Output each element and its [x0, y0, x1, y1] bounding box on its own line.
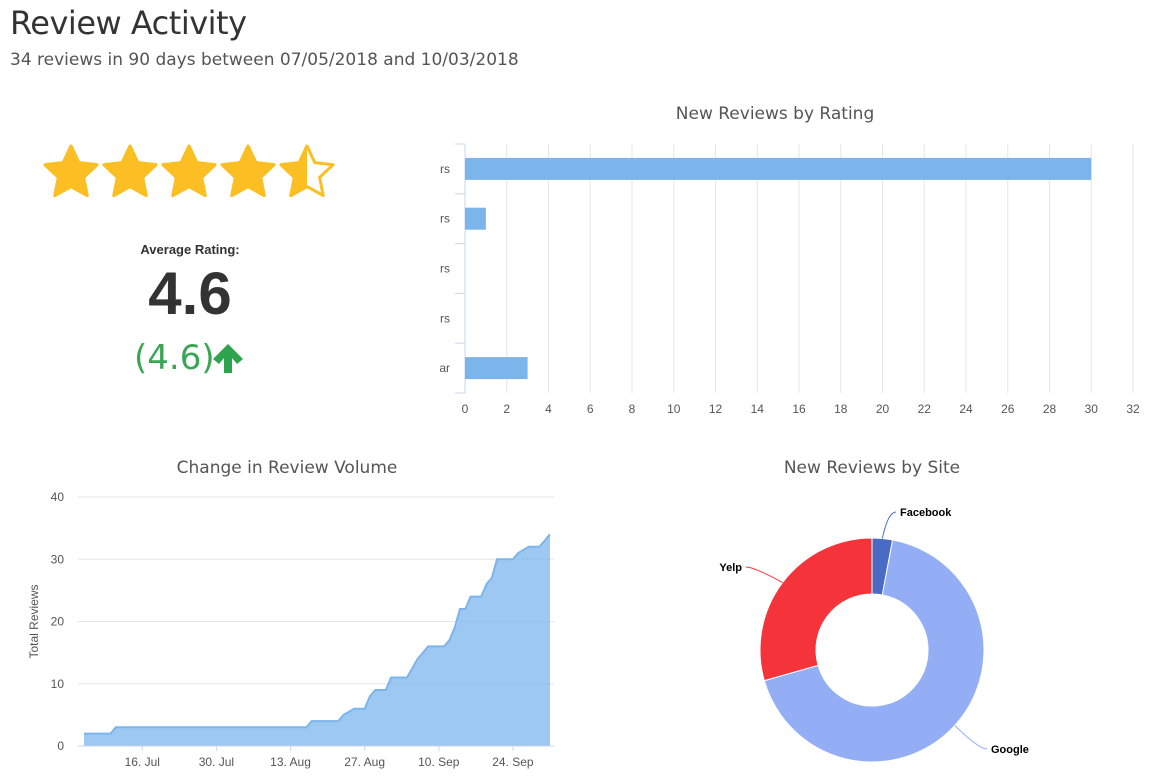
- x-tick-label: 30. Jul: [199, 755, 234, 769]
- reviews-by-site-chart: Facebook Google Yelp: [719, 507, 1029, 763]
- x-tick-label: 22: [918, 402, 932, 416]
- review-volume-chart: 0 10 20 30 40 Total Reviews 16. Jul 30. Jul 13. …: [27, 490, 554, 769]
- arrow-up-icon: [213, 344, 243, 373]
- x-tick-label: 16. Jul: [125, 755, 160, 769]
- average-rating-label: Average Rating:: [140, 242, 240, 257]
- x-tick-label: 12: [709, 402, 723, 416]
- slice-connector: [954, 725, 988, 750]
- x-tick-label: 26: [1001, 402, 1015, 416]
- slice-label: Facebook: [900, 507, 952, 519]
- bar: [465, 357, 528, 380]
- area-fill: [84, 534, 550, 746]
- x-tick-label: 4: [545, 402, 552, 416]
- x-tick-label: 13. Aug: [270, 755, 311, 769]
- bar: [465, 157, 1092, 180]
- x-tick-label: 18: [834, 402, 848, 416]
- star-full-icon: [43, 144, 99, 197]
- star-full-icon: [220, 144, 276, 197]
- y-tick-label: 30: [51, 552, 65, 566]
- y-tick-label: 40: [51, 490, 65, 504]
- y-tick-label: 3 stars: [440, 262, 450, 276]
- x-tick-label: 20: [876, 402, 890, 416]
- slice-label: Google: [991, 744, 1029, 756]
- previous-rating-value: (4.6): [134, 338, 215, 378]
- area-chart-title: Change in Review Volume: [176, 458, 398, 478]
- x-tick-label: 28: [1043, 402, 1057, 416]
- y-axis-label: Total Reviews: [27, 584, 41, 658]
- slice-label: Yelp: [719, 562, 742, 574]
- x-tick-label: 10: [667, 402, 681, 416]
- x-tick-label: 24. Sep: [492, 755, 534, 769]
- x-tick-label: 2: [503, 402, 510, 416]
- pie-slice: [763, 539, 985, 763]
- y-tick-label: 1 star: [440, 361, 450, 375]
- bar: [465, 207, 486, 230]
- bar-chart-title: New Reviews by Rating: [675, 104, 875, 124]
- slice-connector: [881, 511, 897, 539]
- y-tick-label: 2 stars: [440, 311, 450, 325]
- donut-chart-title: New Reviews by Site: [783, 458, 961, 478]
- slice-connector: [745, 566, 783, 583]
- page-subtitle: 34 reviews in 90 days between 07/05/2018…: [10, 50, 519, 70]
- y-tick-label: 0: [57, 739, 64, 753]
- x-tick-label: 10. Sep: [418, 755, 460, 769]
- y-tick-label: 20: [51, 615, 65, 629]
- x-tick-label: 24: [959, 402, 973, 416]
- pie-slice: [759, 537, 873, 682]
- star-rating: [42, 144, 336, 200]
- x-tick-label: 8: [629, 402, 636, 416]
- x-tick-label: 16: [792, 402, 806, 416]
- x-tick-label: 14: [751, 402, 765, 416]
- x-tick-label: 27. Aug: [344, 755, 385, 769]
- x-tick-label: 32: [1126, 402, 1140, 416]
- average-rating-value: 4.6: [148, 260, 232, 327]
- page-title: Review Activity: [10, 4, 247, 42]
- star-full-icon: [161, 144, 217, 197]
- y-tick-label: 5 stars: [440, 162, 450, 176]
- reviews-by-rating-chart: 024681012141618202224262830325 stars4 st…: [440, 143, 1140, 416]
- x-tick-label: 6: [587, 402, 594, 416]
- star-partial-icon: [279, 144, 335, 197]
- x-tick-label: 0: [462, 402, 469, 416]
- area-line: [84, 533, 551, 735]
- y-tick-label: 4 stars: [440, 212, 450, 226]
- star-full-icon: [102, 144, 158, 197]
- x-tick-label: 30: [1085, 402, 1099, 416]
- y-tick-label: 10: [51, 677, 65, 691]
